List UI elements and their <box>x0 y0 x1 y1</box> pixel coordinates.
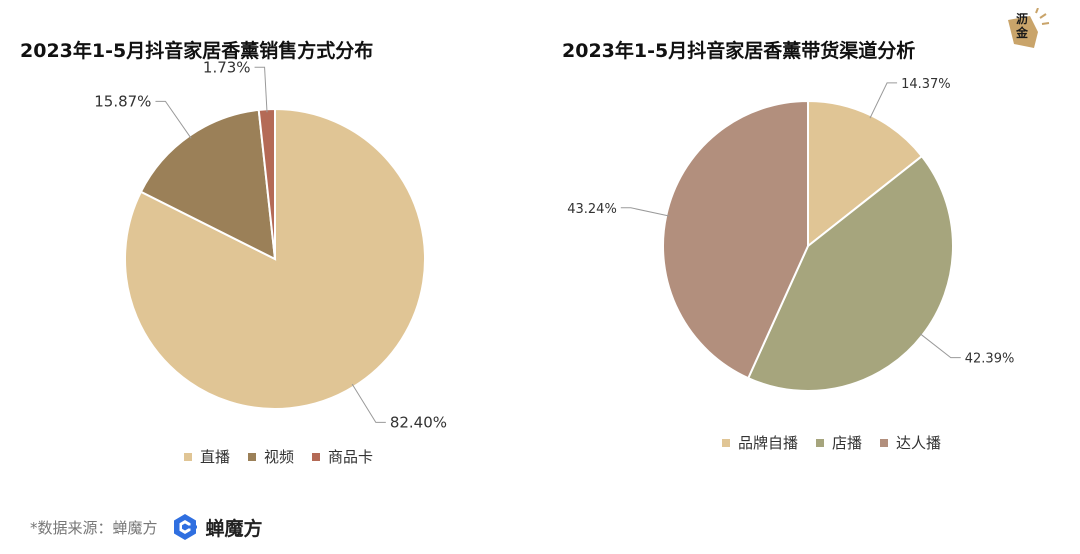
leader-line-channel-store <box>919 333 961 359</box>
leader-line-channel-influencer <box>620 207 670 217</box>
data-label-sales-method-live: 82.40% <box>390 413 447 431</box>
legend-item: 品牌自播 <box>722 432 798 453</box>
lijin-logo-icon <box>1008 7 1050 48</box>
legend-swatch-store <box>816 438 825 447</box>
legend-sales-method: 直播 视频 商品卡 <box>184 446 373 467</box>
lijin-logo-char-2: 金 <box>1016 26 1029 40</box>
legend-item: 视频 <box>248 446 294 467</box>
lijin-logo: 沥 金 <box>1006 7 1050 52</box>
legend-swatch-video <box>248 452 257 461</box>
lijin-logo-char-1: 沥 <box>1016 12 1029 26</box>
legend-label-video: 视频 <box>264 448 295 466</box>
leader-line-sales-method-video <box>155 100 192 139</box>
legend-channel: 品牌自播 店播 达人播 <box>722 432 941 453</box>
legend-label-brand-self: 品牌自播 <box>738 434 799 452</box>
chanmofang-logo-icon <box>173 514 197 540</box>
brand-logo: 蝉魔方 <box>170 512 263 542</box>
legend-label-product-card: 商品卡 <box>328 448 374 466</box>
leader-line-sales-method-product-card <box>254 66 268 113</box>
leader-line-channel-brand-self <box>869 82 898 119</box>
chart-title-sales-method: 2023年1-5月抖音家居香薰销售方式分布 <box>20 40 374 62</box>
data-label-sales-method-product-card: 1.73% <box>203 58 251 76</box>
legend-swatch-influencer <box>880 438 889 447</box>
legend-item: 达人播 <box>880 432 941 453</box>
legend-swatch-live <box>184 452 192 461</box>
chart-title-channel: 2023年1-5月抖音家居香薰带货渠道分析 <box>562 40 916 62</box>
data-label-channel-influencer: 43.24% <box>567 202 617 217</box>
legend-item: 店播 <box>816 432 862 453</box>
legend-label-influencer: 达人播 <box>896 434 942 452</box>
legend-item: 直播 <box>184 446 230 467</box>
lijin-logo-text: 沥 金 <box>1016 12 1028 40</box>
legend-swatch-brand-self <box>722 438 730 447</box>
data-label-channel-brand-self: 14.37% <box>901 77 951 92</box>
data-label-channel-store: 42.39% <box>965 352 1015 367</box>
legend-item: 商品卡 <box>312 446 373 467</box>
legend-label-store: 店播 <box>832 434 863 452</box>
legend-label-live: 直播 <box>200 448 231 466</box>
leader-line-sales-method-live <box>351 383 386 423</box>
legend-swatch-product-card <box>312 452 321 461</box>
data-label-sales-method-video: 15.87% <box>94 92 151 110</box>
footer: *数据来源：蝉魔方 蝉魔方 <box>30 512 263 542</box>
data-source-note: *数据来源：蝉魔方 <box>30 518 158 537</box>
brand-name: 蝉魔方 <box>205 517 263 540</box>
